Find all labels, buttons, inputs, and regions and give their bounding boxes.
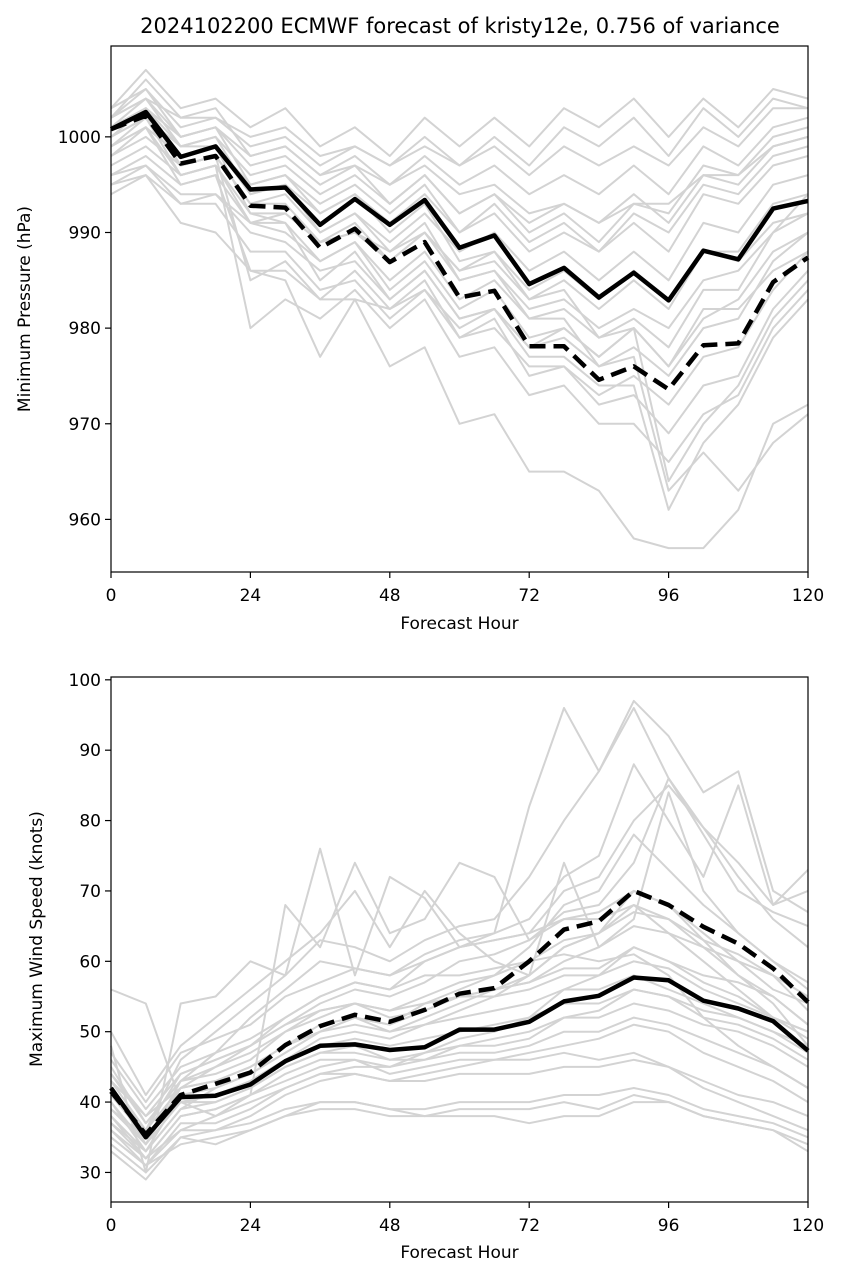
wind-x-tick-label: 0 <box>106 1216 117 1236</box>
pressure-x-tick-label: 120 <box>792 586 824 606</box>
pressure-axes-frame <box>110 45 809 573</box>
chart-title: 2024102200 ECMWF forecast of kristy12e, … <box>140 14 780 38</box>
wind-member-line-21 <box>110 911 809 1125</box>
pressure-member-line-17 <box>110 174 809 368</box>
pressure-solid-series-line <box>110 109 809 303</box>
wind-member-line-17 <box>110 791 809 1153</box>
pressure-y-tick-label: 970 <box>69 415 101 435</box>
pressure-dashed-series-line <box>110 113 810 392</box>
wind-member-line-26 <box>110 1094 809 1167</box>
pressure-x-axis-label: Forecast Hour <box>400 614 518 634</box>
wind-y-tick-label: 100 <box>69 671 101 691</box>
wind-member-line-11 <box>110 1023 809 1181</box>
wind-y-tick-label: 70 <box>79 882 101 902</box>
wind-member-line-2 <box>110 777 809 1118</box>
wind-member-line-1 <box>110 707 809 1146</box>
wind-member-line-13 <box>110 1058 809 1167</box>
wind-y-tick-label: 30 <box>79 1163 101 1183</box>
wind-panel: 30 40 50 60 70 80 90 100 0 24 48 72 96 120 Forecast … <box>27 671 824 1263</box>
wind-member-line-24 <box>110 1087 809 1160</box>
wind-x-tick-label: 48 <box>379 1216 401 1236</box>
wind-solid-series-line <box>109 975 810 1140</box>
pressure-y-tick-label: 960 <box>69 510 101 530</box>
pressure-plot-area <box>110 68 810 550</box>
wind-x-tick-label: 24 <box>240 1216 262 1236</box>
pressure-member-line-12 <box>110 126 809 550</box>
pressure-x-tick-label: 0 <box>106 586 117 606</box>
pressure-y-axis: 960 970 980 990 1000 <box>58 128 111 530</box>
wind-y-tick-label: 80 <box>79 812 101 832</box>
wind-y-tick-label: 40 <box>79 1093 101 1113</box>
pressure-member-line-18 <box>110 88 809 167</box>
wind-member-line-25 <box>110 904 809 1104</box>
pressure-member-line-7 <box>110 155 809 349</box>
pressure-y-axis-label: Minimum Pressure (hPa) <box>15 206 35 412</box>
pressure-member-line-0 <box>110 68 809 157</box>
pressure-x-tick-label: 24 <box>240 586 262 606</box>
wind-member-line-14 <box>110 889 809 1096</box>
wind-y-axis: 30 40 50 60 70 80 90 100 <box>69 671 111 1183</box>
wind-member-line-0 <box>110 699 809 1132</box>
pressure-x-tick-label: 96 <box>658 586 680 606</box>
wind-member-line-18 <box>110 1051 809 1160</box>
wind-x-axis-label: Forecast Hour <box>400 1243 518 1263</box>
wind-plot-area <box>109 699 810 1181</box>
wind-y-tick-label: 60 <box>79 952 101 972</box>
wind-member-line-20 <box>110 1002 809 1153</box>
wind-axes-frame <box>110 676 809 1203</box>
pressure-panel: 2024102200 ECMWF forecast of kristy12e, … <box>15 14 824 634</box>
wind-y-tick-label: 50 <box>79 1023 101 1043</box>
wind-member-line-27 <box>110 960 809 1118</box>
pressure-x-tick-label: 48 <box>379 586 401 606</box>
pressure-member-line-22 <box>110 126 809 368</box>
wind-member-line-7 <box>110 946 809 1167</box>
wind-y-tick-label: 90 <box>79 741 101 761</box>
wind-x-tick-label: 72 <box>518 1216 540 1236</box>
pressure-member-line-23 <box>110 78 809 224</box>
pressure-y-tick-label: 980 <box>69 319 101 339</box>
wind-x-tick-label: 120 <box>792 1216 824 1236</box>
wind-x-tick-label: 96 <box>658 1216 680 1236</box>
wind-member-line-16 <box>110 953 809 1111</box>
pressure-member-line-11 <box>110 116 809 463</box>
pressure-member-line-2 <box>110 107 809 196</box>
pressure-member-line-20 <box>110 97 809 244</box>
pressure-x-tick-label: 72 <box>518 586 540 606</box>
wind-dashed-series-line <box>109 888 810 1137</box>
wind-x-axis: 0 24 48 72 96 120 <box>106 1202 824 1236</box>
pressure-member-line-14 <box>110 88 809 483</box>
pressure-y-tick-label: 990 <box>69 223 101 243</box>
pressure-y-tick-label: 1000 <box>58 128 101 148</box>
pressure-member-line-10 <box>110 107 809 435</box>
wind-y-axis-label: Maximum Wind Speed (knots) <box>27 811 47 1067</box>
pressure-x-axis: 0 24 48 72 96 120 <box>106 572 824 606</box>
